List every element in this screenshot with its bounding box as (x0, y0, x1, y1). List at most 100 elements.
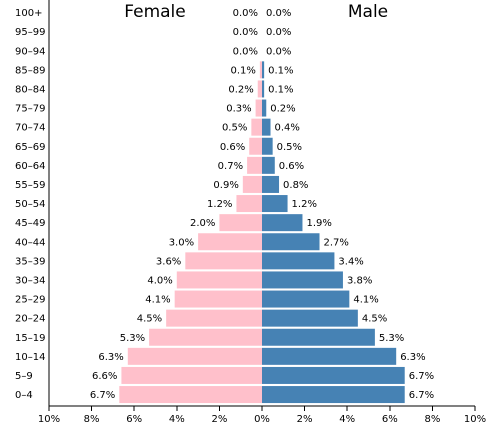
x-tick-label: 0% (254, 414, 270, 425)
male-value-25-29: 4.1% (353, 295, 378, 306)
female-value-75-79: 0.3% (226, 104, 251, 115)
female-value-45-49: 2.0% (190, 218, 215, 229)
female-value-60-64: 0.7% (218, 161, 243, 172)
female-value-55-59: 0.9% (213, 180, 238, 191)
male-value-95-99: 0.0% (266, 27, 291, 38)
age-label-100+: 100+ (15, 8, 42, 19)
female-value-40-44: 3.0% (169, 237, 194, 248)
male-value-35-39: 3.4% (338, 256, 363, 267)
female-value-90-94: 0.0% (233, 46, 258, 57)
age-label-35-39: 35–39 (15, 256, 45, 267)
male-bar-10-14 (262, 347, 397, 365)
age-label-40-44: 40–44 (15, 237, 45, 248)
value-labels: 0.0% 0.0% 0.0% 0.0% 0.0% 0.0% 0.1% 0.1% 0.2% 0.1%… (90, 8, 434, 401)
male-value-0-4: 6.7% (409, 390, 434, 401)
age-label-70-74: 70–74 (15, 123, 45, 134)
age-label-50-54: 50–54 (15, 199, 45, 210)
age-label-15-19: 15–19 (15, 333, 45, 344)
x-tick-label: 8% (84, 414, 100, 425)
female-series-title: Female (124, 2, 185, 22)
male-bar-70-74 (262, 118, 271, 136)
male-value-30-34: 3.8% (347, 275, 372, 286)
female-bar-40-44 (198, 233, 262, 251)
female-bars (119, 61, 262, 404)
female-bar-30-34 (176, 271, 262, 289)
x-tick-label: 4% (169, 414, 185, 425)
male-bar-5-9 (262, 366, 405, 384)
female-value-0-4: 6.7% (90, 390, 115, 401)
age-label-10-14: 10–14 (15, 352, 45, 363)
female-bar-55-59 (242, 175, 262, 193)
female-bar-85-89 (259, 61, 262, 79)
male-value-40-44: 2.7% (324, 237, 349, 248)
female-bar-0-4 (119, 386, 262, 404)
age-label-60-64: 60–64 (15, 161, 45, 172)
female-value-15-19: 5.3% (120, 333, 145, 344)
age-label-0-4: 0–4 (15, 390, 33, 401)
female-value-25-29: 4.1% (145, 295, 170, 306)
x-tick-label: 6% (126, 414, 142, 425)
female-value-20-24: 4.5% (137, 314, 162, 325)
male-value-65-69: 0.5% (277, 142, 302, 153)
male-bar-80-84 (262, 80, 265, 98)
x-tick-label: 4% (339, 414, 355, 425)
male-bar-60-64 (262, 156, 275, 174)
male-value-50-54: 1.2% (292, 199, 317, 210)
female-value-100+: 0.0% (233, 8, 258, 19)
male-value-60-64: 0.6% (279, 161, 304, 172)
female-value-5-9: 6.6% (92, 371, 117, 382)
male-value-55-59: 0.8% (283, 180, 308, 191)
female-value-65-69: 0.6% (220, 142, 245, 153)
x-axis-ticks: 10% 8% 6% 4% 2% 0% 2% 4% 6% 8% 10% (38, 406, 486, 425)
male-bar-55-59 (262, 175, 280, 193)
age-label-90-94: 90–94 (15, 46, 45, 57)
female-bar-75-79 (255, 99, 262, 117)
female-bar-20-24 (166, 309, 262, 327)
x-tick-label: 10% (464, 414, 486, 425)
age-label-95-99: 95–99 (15, 27, 45, 38)
male-bar-75-79 (262, 99, 267, 117)
female-value-80-84: 0.2% (228, 84, 253, 95)
female-bar-5-9 (121, 366, 262, 384)
female-value-95-99: 0.0% (233, 27, 258, 38)
male-bar-0-4 (262, 386, 405, 404)
female-bar-15-19 (149, 328, 262, 346)
female-value-10-14: 6.3% (98, 352, 123, 363)
female-bar-70-74 (251, 118, 262, 136)
male-series-title: Male (348, 2, 388, 22)
age-label-25-29: 25–29 (15, 295, 45, 306)
age-label-80-84: 80–84 (15, 84, 45, 95)
male-bar-20-24 (262, 309, 358, 327)
age-label-85-89: 85–89 (15, 65, 45, 76)
male-value-15-19: 5.3% (379, 333, 404, 344)
x-tick-label: 2% (297, 414, 313, 425)
male-value-80-84: 0.1% (268, 84, 293, 95)
female-value-50-54: 1.2% (207, 199, 232, 210)
female-bar-65-69 (249, 137, 262, 155)
male-bar-30-34 (262, 271, 343, 289)
male-bar-15-19 (262, 328, 375, 346)
male-bar-40-44 (262, 233, 320, 251)
age-group-labels: 100+ 95–99 90–94 85–89 80–84 75–79 70–74 65–69 6… (15, 8, 45, 401)
female-bar-35-39 (185, 252, 262, 270)
female-bar-50-54 (236, 195, 262, 213)
male-value-20-24: 4.5% (362, 314, 387, 325)
male-value-90-94: 0.0% (266, 46, 291, 57)
x-tick-label: 10% (38, 414, 60, 425)
male-bar-45-49 (262, 214, 303, 232)
male-bars (262, 61, 405, 404)
female-bar-10-14 (127, 347, 262, 365)
male-value-85-89: 0.1% (268, 65, 293, 76)
male-value-10-14: 6.3% (400, 352, 425, 363)
male-bar-65-69 (262, 137, 273, 155)
male-value-75-79: 0.2% (270, 104, 295, 115)
female-value-35-39: 3.6% (156, 256, 181, 267)
x-tick-label: 8% (424, 414, 440, 425)
female-bar-25-29 (174, 290, 262, 308)
age-label-30-34: 30–34 (15, 275, 45, 286)
female-bar-80-84 (257, 80, 262, 98)
female-value-30-34: 4.0% (147, 275, 172, 286)
male-bar-25-29 (262, 290, 350, 308)
